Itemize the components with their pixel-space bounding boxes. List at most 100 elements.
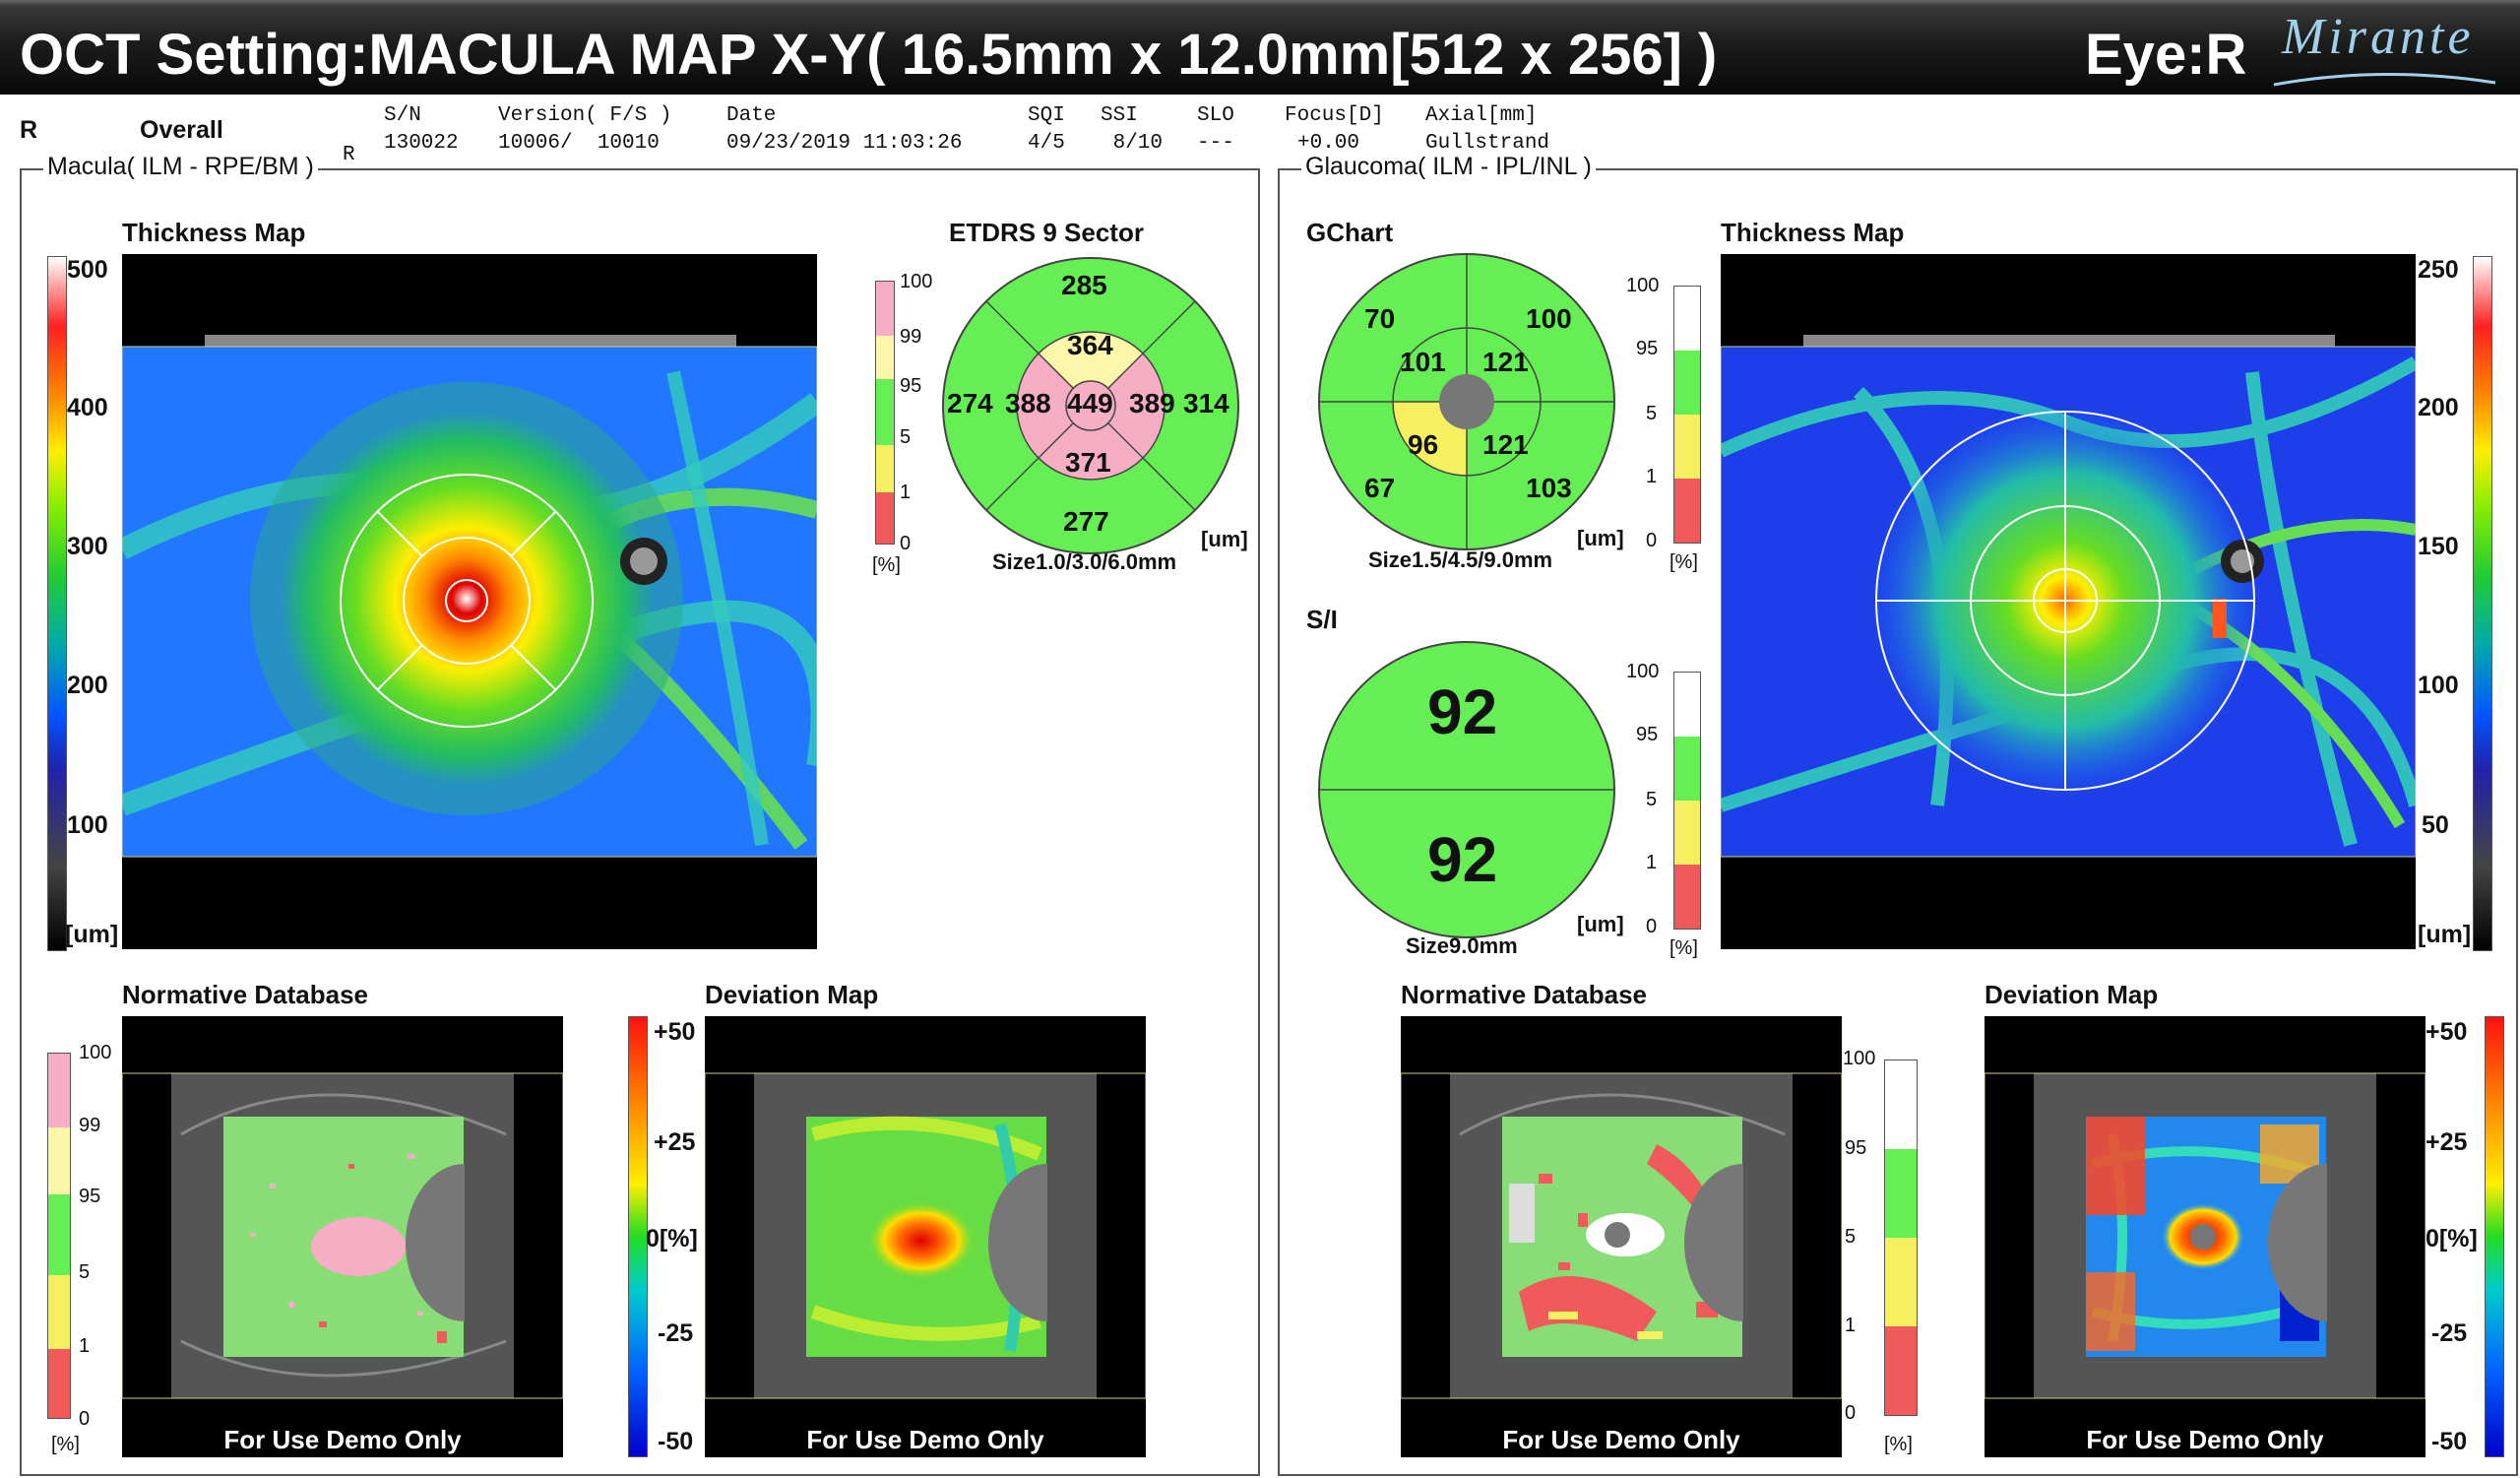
sqi-value: 4/5 <box>1028 132 1065 155</box>
glaucoma-deviation-map <box>1984 1016 2426 1457</box>
etdrs-inferior-outer: 277 <box>1063 506 1109 537</box>
glaucoma-normative-unit: [%] <box>1884 1434 1913 1455</box>
pct-seg-green <box>876 379 894 445</box>
etdrs-temporal-outer: 314 <box>1183 388 1229 418</box>
macula-panel-label: Macula( ILM - RPE/BM ) <box>43 153 318 181</box>
etdrs-superior-inner: 364 <box>1067 330 1113 360</box>
etdrs-superior-outer: 285 <box>1061 270 1107 300</box>
macula-thickness-unit: [um] <box>65 921 119 948</box>
slo-value: --- <box>1197 132 1234 155</box>
macula-deviation-image <box>705 1072 1146 1399</box>
glaucoma-normative-caption: For Use Demo Only <box>1502 1425 1740 1454</box>
pct-seg-yellow <box>48 1275 70 1349</box>
gchart-inner-bl: 96 <box>1408 429 1439 460</box>
macula-normative-map <box>122 1016 563 1457</box>
focus-value: +0.00 <box>1297 132 1360 155</box>
glaucoma-normative-pct-bar <box>1884 1060 1918 1416</box>
macula-deviation-caption: For Use Demo Only <box>806 1425 1044 1454</box>
glaucoma-normative-tick: 0 <box>1845 1402 1857 1424</box>
macula-normative-title: Normative Database <box>122 980 368 1009</box>
pct-seg-green <box>1674 351 1700 415</box>
glaucoma-thickness-colorbar <box>2473 256 2492 951</box>
date-header: Date <box>726 104 777 127</box>
macula-thickness-tick: 100 <box>67 811 108 839</box>
pct-seg-green <box>48 1194 70 1275</box>
macula-thickness-tick: 500 <box>67 256 108 284</box>
etdrs-nasal-outer: 274 <box>947 388 993 418</box>
version-value: 10006/ 10010 <box>498 132 660 155</box>
overall-label: Overall <box>140 116 223 144</box>
glaucoma-thickness-title: Thickness Map <box>1721 218 1905 247</box>
etdrs-pct-tick: 1 <box>900 482 912 503</box>
macula-thickness-title: Thickness Map <box>122 218 306 247</box>
si-pct-tick: 5 <box>1646 789 1658 810</box>
gchart-title: GChart <box>1306 218 1394 247</box>
macula-deviation-tick: -25 <box>658 1319 694 1347</box>
glaucoma-panel <box>1278 168 2518 1476</box>
glaucoma-thickness-tick: 250 <box>2418 256 2459 284</box>
axial-value: Gullstrand <box>1425 132 1550 155</box>
pct-seg-green <box>1674 737 1700 801</box>
pct-seg-red <box>876 492 894 544</box>
si-chart <box>1318 641 1615 938</box>
si-pct-tick: 1 <box>1646 852 1658 873</box>
etdrs-pct-unit: [%] <box>872 554 901 576</box>
macula-normative-caption: For Use Demo Only <box>223 1425 462 1454</box>
pct-seg-yellow <box>876 445 894 492</box>
si-pct-unit: [%] <box>1670 937 1698 959</box>
macula-deviation-colorbar <box>628 1016 648 1457</box>
header-bar <box>0 0 2520 95</box>
pct-seg-pink <box>48 1054 70 1127</box>
glaucoma-thickness-tick: 150 <box>2418 533 2459 560</box>
glaucoma-normative-tick: 95 <box>1845 1137 1867 1159</box>
eye-label: R <box>20 116 38 144</box>
glaucoma-normative-tick: 5 <box>1845 1226 1857 1248</box>
gchart-size: Size1.5/4.5/9.0mm <box>1368 547 1553 572</box>
macula-normative-tick: 100 <box>79 1042 112 1063</box>
glaucoma-thickness-tick: 50 <box>2422 811 2449 839</box>
pct-seg-red <box>1674 865 1700 929</box>
gchart-unit: [um] <box>1577 526 1624 550</box>
glaucoma-thickness-tick: 100 <box>2418 672 2459 699</box>
gchart-inner-br: 121 <box>1482 429 1529 460</box>
macula-thickness-image <box>122 335 817 858</box>
glaucoma-deviation-caption: For Use Demo Only <box>2086 1425 2324 1454</box>
glaucoma-deviation-image <box>1984 1072 2426 1399</box>
etdrs-pct-tick: 95 <box>900 375 922 397</box>
si-pct-bar <box>1673 672 1701 930</box>
pct-seg-pink <box>876 282 894 336</box>
gchart-outer-bl: 67 <box>1364 473 1396 503</box>
etdrs-pct-tick: 5 <box>900 426 912 448</box>
gchart-pct-tick: 5 <box>1646 403 1658 424</box>
sn-header: S/N <box>384 104 421 127</box>
etdrs-pct-tick: 0 <box>900 533 912 554</box>
macula-normative-tick: 99 <box>79 1115 101 1136</box>
gchart-chart <box>1318 253 1615 550</box>
glaucoma-normative-map <box>1401 1016 1842 1457</box>
pct-seg-red <box>1674 479 1700 543</box>
glaucoma-panel-label: Glaucoma( ILM - IPL/INL ) <box>1301 153 1596 181</box>
si-pct-tick: 95 <box>1636 724 1659 745</box>
pct-seg-white <box>1674 673 1700 737</box>
etdrs-inferior-inner: 371 <box>1065 447 1111 478</box>
macula-deviation-tick: -50 <box>658 1428 694 1455</box>
sqi-header: SQI <box>1028 104 1065 127</box>
macula-normative-tick: 0 <box>79 1408 91 1430</box>
pct-seg-red <box>48 1349 70 1418</box>
version-header: Version( F/S ) <box>498 104 672 127</box>
etdrs-title: ETDRS 9 Sector <box>949 218 1144 247</box>
ssi-value: 8/10 <box>1101 132 1164 155</box>
gchart-pct-bar <box>1673 286 1701 544</box>
macula-normative-tick: 95 <box>79 1186 101 1207</box>
macula-deviation-tick: 0[%] <box>646 1225 698 1253</box>
etdrs-pct-tick: 99 <box>900 326 922 348</box>
focus-header: Focus[D] <box>1285 104 1384 127</box>
eye-small: R <box>343 144 355 166</box>
ssi-header: SSI <box>1101 104 1138 127</box>
macula-normative-tick: 5 <box>79 1261 91 1283</box>
macula-deviation-tick: +50 <box>654 1018 696 1046</box>
gchart-pct-unit: [%] <box>1670 551 1698 573</box>
pct-seg-yellow <box>1885 1238 1917 1326</box>
macula-thickness-tick: 400 <box>67 394 108 421</box>
macula-normative-pct-bar <box>47 1053 71 1419</box>
